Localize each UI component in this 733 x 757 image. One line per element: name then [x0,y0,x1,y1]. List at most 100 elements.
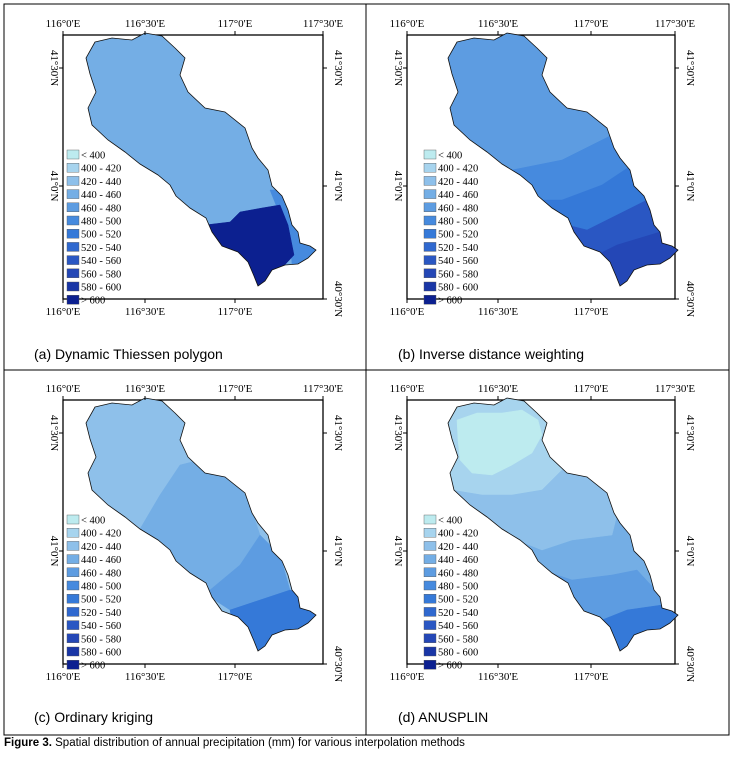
legend-label: 400 - 420 [81,529,121,540]
tick-label: 117°0'E [218,306,253,318]
tick-label: 116°0'E [390,18,425,30]
tick-label: 41°0'N [48,171,60,202]
legend-label: 540 - 560 [438,256,478,267]
tick-label: 41°0'N [332,536,344,567]
tick-label: 41°0'N [392,171,404,202]
legend-label: < 400 [81,151,105,162]
tick-label: 116°30'E [125,306,165,318]
legend-swatch [66,620,80,630]
legend-label: 420 - 440 [438,177,478,188]
legend-swatch [423,202,437,212]
panel-label: (c) Ordinary kriging [34,709,153,725]
legend-swatch [66,202,80,212]
legend-swatch [423,527,437,538]
legend-label: 480 - 500 [81,217,121,228]
legend: < 400 400 - 420 420 - 440 440 - 460 460 - 48… [423,149,478,307]
tick-label: 116°30'E [125,18,165,30]
tick-label: 41°30'N [684,50,696,86]
legend-label: < 400 [438,516,462,527]
legend-swatch [66,607,80,617]
legend-label: 480 - 500 [81,582,121,593]
legend-swatch [423,659,437,670]
tick-label: 41°30'N [332,415,344,451]
legend-label: 400 - 420 [81,164,121,175]
legend-label: 560 - 580 [438,634,478,645]
legend-swatch [423,215,437,226]
caption-label: Figure 3. [4,737,52,749]
legend-swatch [66,176,80,186]
legend: < 400 400 - 420 420 - 440 440 - 460 460 - 48… [66,514,121,672]
legend-label: > 600 [438,296,462,307]
legend-swatch [66,162,80,173]
tick-label: 116°0'E [46,671,81,683]
legend-swatch [66,228,80,239]
legend-label: 540 - 560 [81,256,121,267]
legend-swatch [66,149,80,160]
tick-label: 41°0'N [332,171,344,202]
legend-label: 420 - 440 [81,177,121,188]
tick-label: 41°0'N [392,536,404,567]
precip-zone [456,409,543,476]
legend-swatch [423,514,437,525]
tick-label: 40°30'N [684,281,696,317]
tick-label: 116°0'E [46,306,81,318]
legend-label: 580 - 600 [438,648,478,659]
legend-swatch [66,593,80,604]
legend-label: 440 - 460 [81,190,121,201]
legend-label: 540 - 560 [81,621,121,632]
tick-label: 41°0'N [48,536,60,567]
legend-swatch [423,228,437,239]
legend-label: 460 - 480 [81,568,121,579]
panel-label: (b) Inverse distance weighting [398,346,584,362]
tick-label: 41°30'N [48,50,60,86]
legend-swatch [423,149,437,160]
panel-label: (d) ANUSPLIN [398,709,488,725]
legend-swatch [423,268,437,279]
legend-label: 520 - 540 [438,608,478,619]
legend-label: 500 - 520 [81,595,121,606]
legend-swatch [66,554,80,564]
legend-swatch [423,294,437,305]
legend-swatch [423,607,437,617]
tick-label: 41°30'N [684,415,696,451]
legend-swatch [66,189,80,199]
legend-swatch [66,580,80,591]
tick-label: 117°0'E [574,18,609,30]
legend-swatch [423,242,437,252]
legend-label: 480 - 500 [438,217,478,228]
legend-swatch [423,567,437,577]
legend-swatch [66,633,80,644]
legend-swatch [66,567,80,577]
legend-swatch [423,189,437,199]
tick-label: 117°30'E [655,383,695,395]
legend-label: 500 - 520 [438,595,478,606]
legend-label: 420 - 440 [81,542,121,553]
tick-label: 116°0'E [390,306,425,318]
legend-label: 500 - 520 [81,230,121,241]
legend-swatch [66,255,80,265]
legend-swatch [423,255,437,265]
panel-label: (a) Dynamic Thiessen polygon [34,346,223,362]
legend-swatch [423,620,437,630]
tick-label: 40°30'N [332,281,344,317]
legend-label: 440 - 460 [81,555,121,566]
legend-swatch [423,541,437,551]
legend-label: > 600 [81,661,105,672]
legend-label: 440 - 460 [438,555,478,566]
legend-swatch [66,281,80,292]
tick-label: 116°30'E [478,671,518,683]
tick-label: 117°30'E [655,18,695,30]
map-axes: 116°0'E 116°30'E 117°0'E 117°30'E 116°0'E 116… [390,18,696,318]
caption-text: Spatial distribution of annual precipita… [55,737,465,749]
legend: < 400 400 - 420 420 - 440 440 - 460 460 - 48… [66,149,121,307]
legend-swatch [423,646,437,657]
legend-label: 420 - 440 [438,542,478,553]
legend-swatch [66,268,80,279]
legend-swatch [423,162,437,173]
legend-label: 560 - 580 [81,634,121,645]
legend-swatch [423,580,437,591]
legend-swatch [66,541,80,551]
tick-label: 117°0'E [574,671,609,683]
tick-label: 116°30'E [478,306,518,318]
